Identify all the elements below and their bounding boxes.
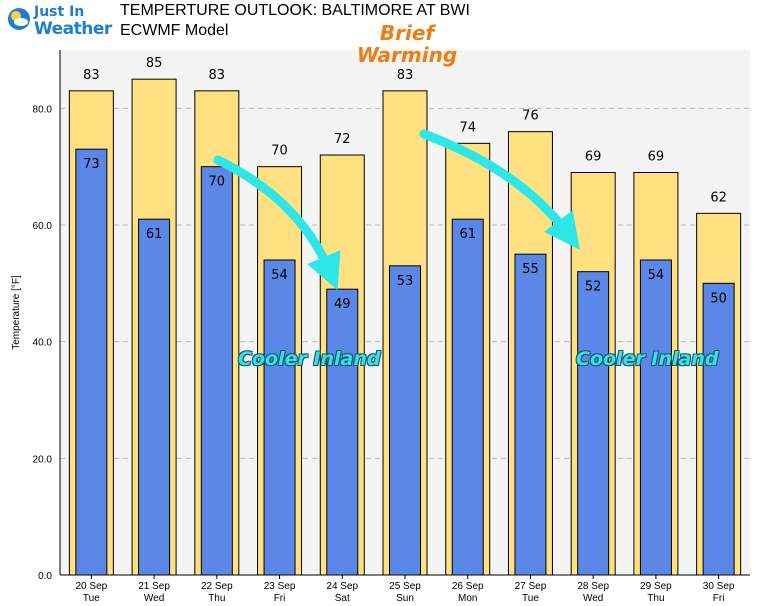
low-temp-label: 53	[397, 274, 414, 289]
low-temp-bar	[702, 282, 735, 576]
low-temp-label: 70	[209, 175, 226, 190]
x-tick-label-date: 20 Sep	[76, 581, 108, 592]
low-temp-label: 61	[459, 227, 476, 242]
brand-logo: Just In Weather	[6, 4, 114, 40]
y-tick-label: 40.0	[33, 338, 53, 349]
low-temp-bar	[389, 265, 421, 576]
low-temp-bar	[451, 218, 484, 576]
x-tick-label-date: 26 Sep	[452, 581, 484, 592]
low-temp-label: 54	[271, 268, 288, 283]
low-temp-bar	[326, 288, 359, 576]
y-tick-label: 0.0	[38, 571, 52, 582]
x-tick-label-day: Wed	[583, 593, 603, 604]
low-temp-label: 61	[146, 227, 163, 242]
x-tick-label-day: Fri	[713, 593, 725, 604]
x-tick-label-date: 29 Sep	[640, 581, 672, 592]
high-temp-label: 83	[397, 68, 414, 83]
annotation-warming-line1: Brief	[379, 21, 435, 45]
annotation-cooler-inland-right: Cooler Inland	[576, 348, 719, 370]
high-temp-label: 69	[585, 150, 602, 165]
low-temp-bar	[577, 271, 610, 576]
x-tick-label-date: 30 Sep	[703, 581, 735, 592]
high-temp-label: 85	[146, 56, 163, 71]
brand-name-line2: Weather	[34, 19, 112, 39]
low-temp-label: 52	[585, 280, 602, 295]
low-temp-bar	[514, 253, 547, 576]
x-tick-label-day: Wed	[144, 593, 164, 604]
high-temp-label: 83	[209, 68, 226, 83]
high-temp-label: 62	[710, 190, 727, 205]
high-temp-label: 83	[83, 68, 100, 83]
low-temp-bar	[639, 259, 672, 576]
x-tick-label-date: 25 Sep	[389, 581, 421, 592]
x-tick-label-day: Tue	[522, 593, 539, 604]
high-temp-label: 70	[271, 144, 288, 159]
trend-arrow-right	[419, 129, 580, 250]
x-tick-label-day: Thu	[208, 593, 225, 604]
x-tick-label-day: Tue	[83, 593, 100, 604]
low-temp-bar	[138, 218, 171, 576]
x-tick-label-date: 23 Sep	[264, 581, 296, 592]
x-tick-label-day: Sat	[335, 593, 350, 604]
trend-arrow-left	[213, 155, 341, 291]
low-temp-bar	[263, 259, 296, 576]
y-tick-label: 60.0	[33, 221, 53, 232]
x-tick-label-day: Thu	[647, 593, 664, 604]
low-temp-label: 73	[83, 157, 100, 172]
x-tick-label-date: 24 Sep	[326, 581, 358, 592]
chart-subtitle: ECWMF Model	[120, 22, 229, 39]
x-tick-label-date: 22 Sep	[201, 581, 233, 592]
high-temp-label: 69	[648, 150, 665, 165]
y-tick-label: 80.0	[33, 104, 53, 115]
y-axis-label: Temperature [°F]	[11, 275, 22, 350]
high-temp-label: 76	[522, 109, 539, 124]
annotation-warming-line2: Warming	[356, 43, 458, 67]
chart-title: TEMPERTURE OUTLOOK: BALTIMORE AT BWI	[120, 2, 470, 19]
x-tick-label-date: 21 Sep	[138, 581, 170, 592]
annotation-brief-warming: Brief Warming	[352, 22, 462, 66]
x-tick-label-day: Fri	[274, 593, 286, 604]
high-temp-label: 74	[459, 120, 476, 135]
brand-name-line1: Just In	[34, 4, 85, 20]
low-temp-label: 55	[522, 262, 539, 277]
low-temp-label: 49	[334, 297, 351, 312]
low-temp-bar	[200, 166, 233, 576]
annotation-cooler-inland-left: Cooler Inland	[238, 348, 381, 370]
y-tick-label: 20.0	[33, 454, 53, 465]
x-tick-label-day: Sun	[396, 593, 414, 604]
low-temp-label: 50	[710, 291, 727, 306]
x-tick-label-day: Mon	[458, 593, 477, 604]
x-tick-label-date: 28 Sep	[577, 581, 609, 592]
low-temp-label: 54	[648, 268, 665, 283]
x-tick-label-date: 27 Sep	[515, 581, 547, 592]
sun-cloud-icon	[8, 8, 30, 30]
low-temp-bar	[75, 148, 108, 576]
high-temp-label: 72	[334, 132, 351, 147]
